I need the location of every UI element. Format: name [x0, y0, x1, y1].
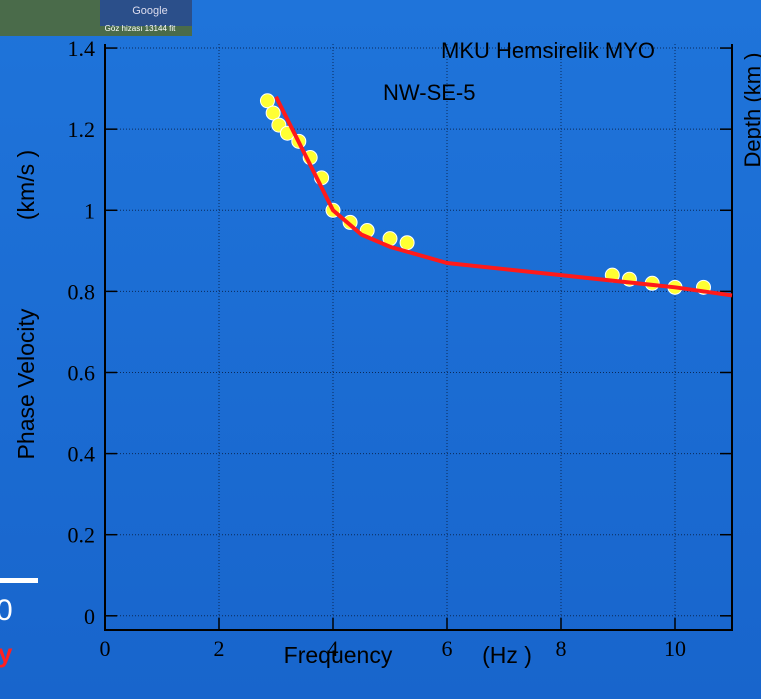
x-axis-label: Frequency — [284, 642, 393, 668]
x-tick-label: 6 — [442, 636, 453, 661]
y-tick-label: 1 — [84, 198, 95, 223]
y-axis-label: Phase Velocity — [13, 308, 39, 459]
left-fragment: 0 — [0, 594, 13, 627]
y-tick-label: 0.2 — [68, 523, 96, 548]
scatter-point — [259, 93, 275, 109]
y-tick-label: 0.4 — [68, 442, 96, 467]
chart-subtitle: NW-SE-5 — [383, 80, 476, 105]
chart-title: MKU Hemsirelik MYO — [441, 38, 655, 63]
y-tick-label: 1.4 — [68, 36, 96, 61]
x-axis-unit: (Hz ) — [482, 642, 532, 668]
x-tick-label: 0 — [100, 636, 111, 661]
left-fragment: y — [0, 638, 13, 668]
right-axis-label: Depth (km ) — [740, 53, 761, 168]
scatter-point — [265, 105, 281, 121]
map-logo: Google — [132, 5, 167, 17]
left-bar — [0, 578, 38, 583]
map-overlay — [100, 0, 192, 26]
map-caption: Göz hizası 13144 fit — [105, 24, 176, 33]
x-tick-label: 2 — [214, 636, 225, 661]
y-tick-label: 0.6 — [68, 360, 96, 385]
x-tick-label: 4 — [328, 636, 339, 661]
y-axis-unit: (km/s ) — [13, 150, 39, 220]
fit-line — [274, 95, 733, 298]
y-tick-label: 0.8 — [68, 279, 96, 304]
axis-frame — [104, 44, 733, 631]
x-tick-label: 10 — [664, 636, 686, 661]
x-tick-label: 8 — [556, 636, 567, 661]
scatter-point — [399, 235, 415, 251]
y-tick-label: 1.2 — [68, 117, 96, 142]
y-tick-label: 0 — [84, 604, 95, 629]
